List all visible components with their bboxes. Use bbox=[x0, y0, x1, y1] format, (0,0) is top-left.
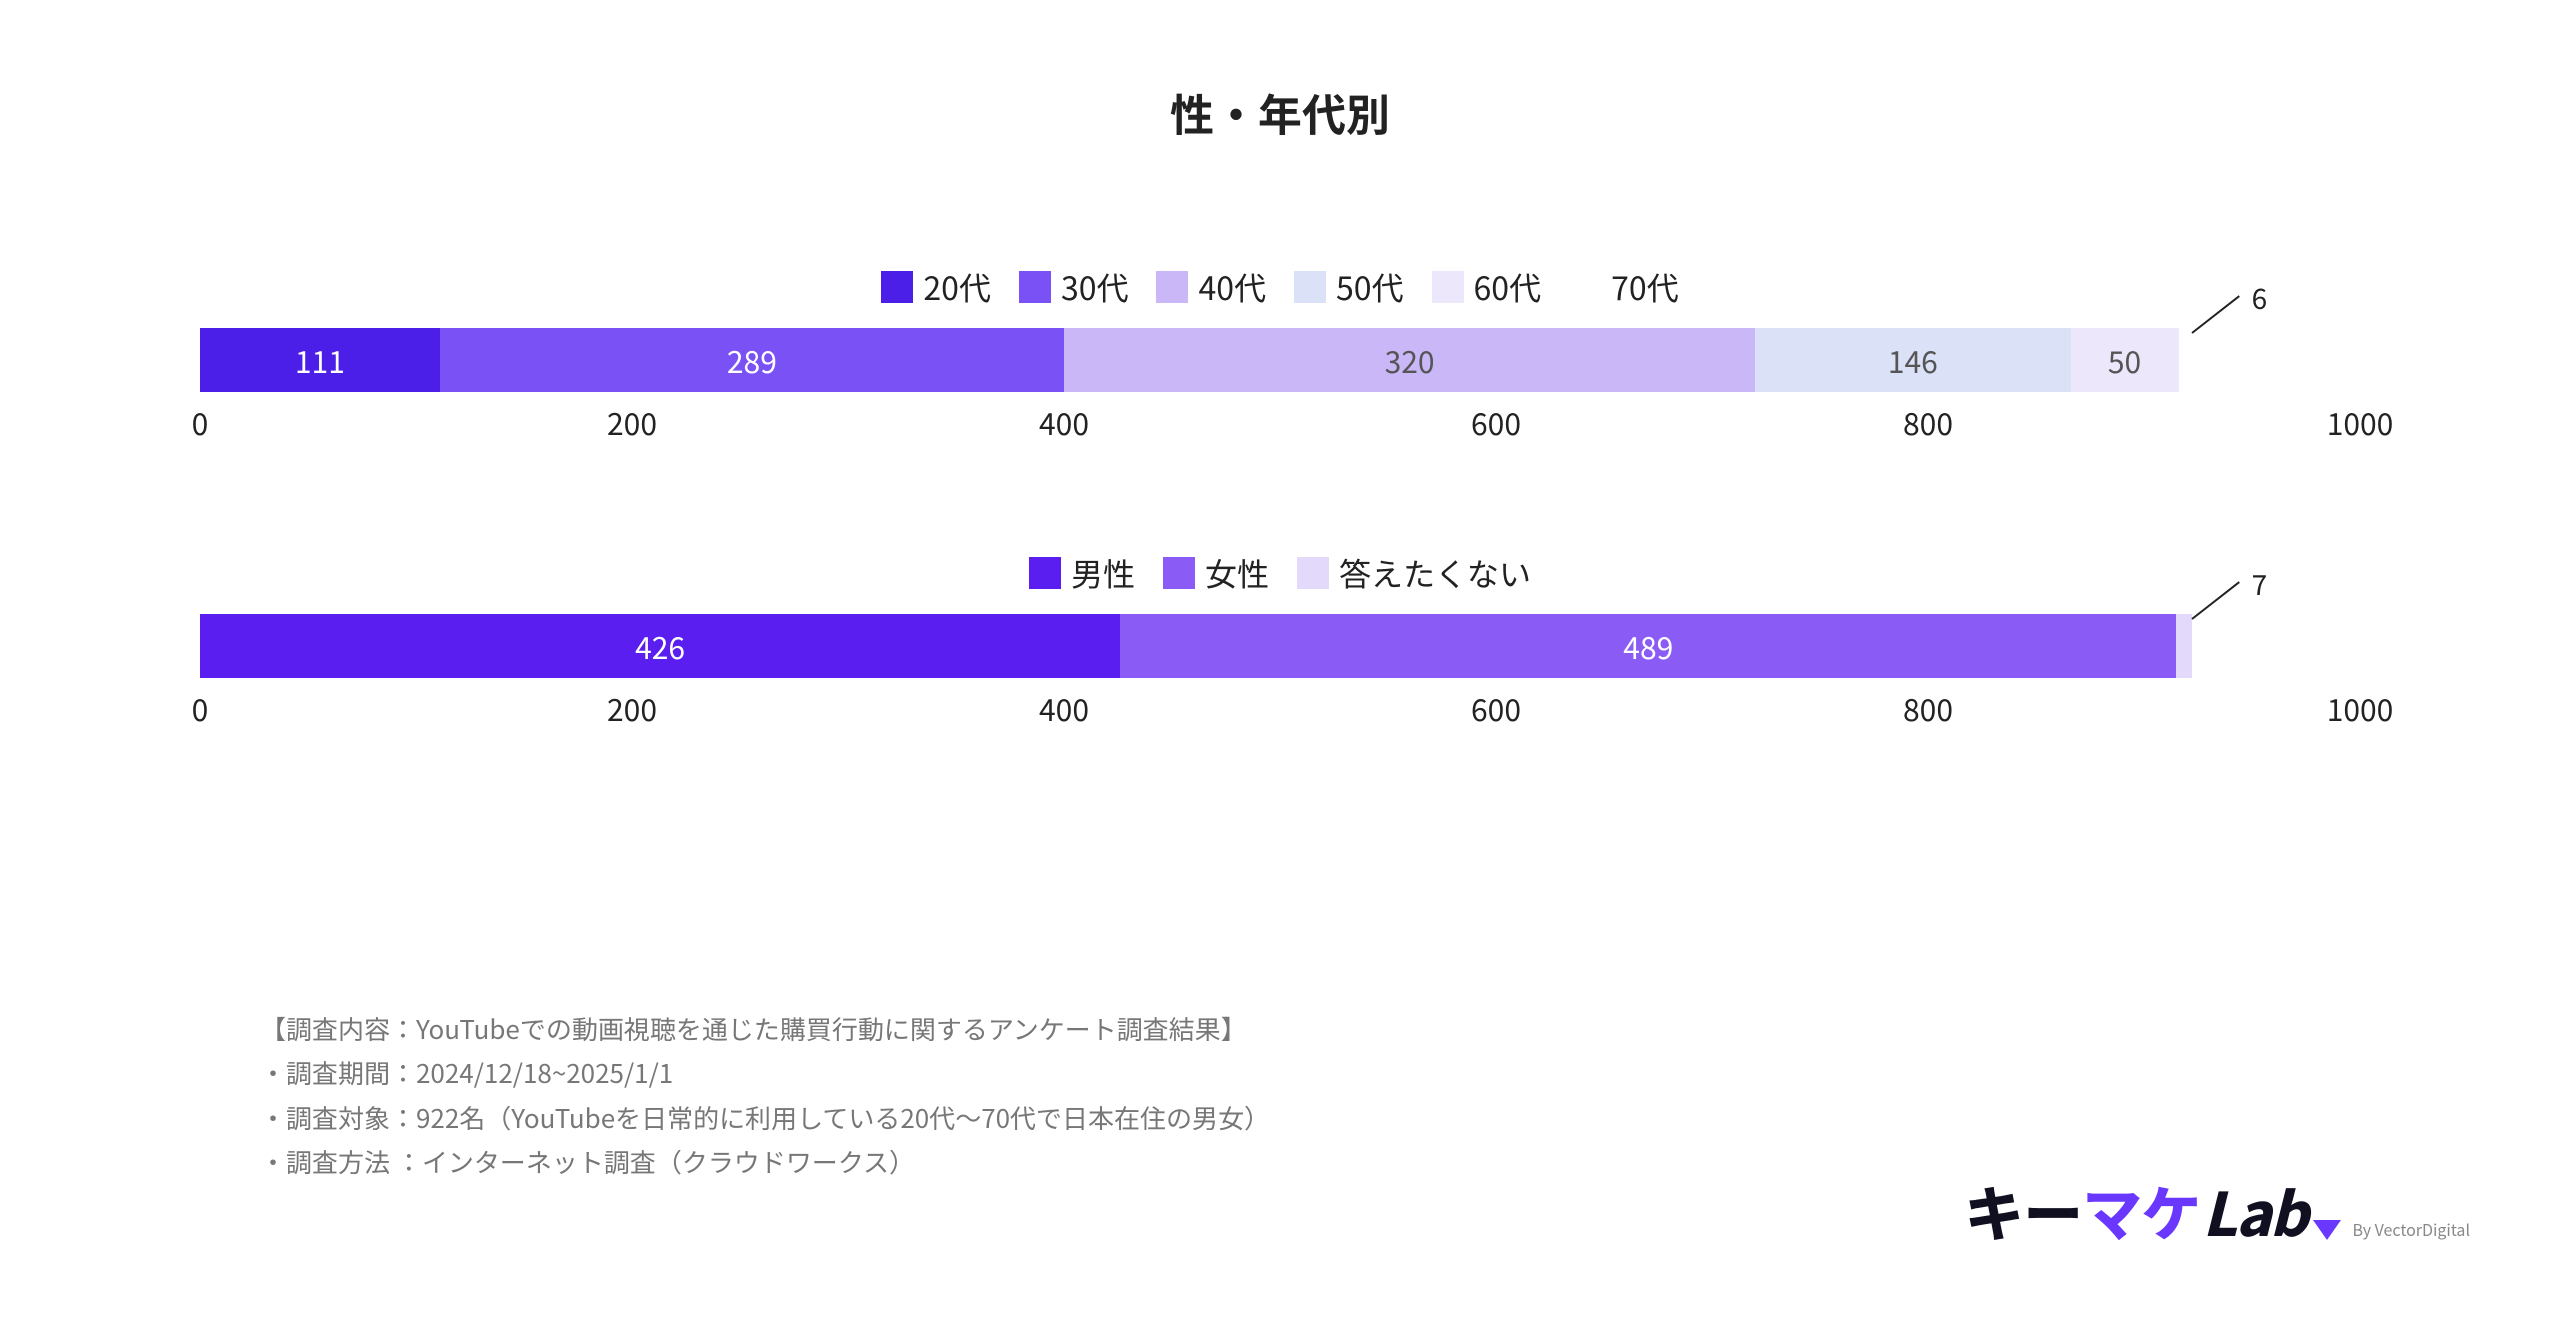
legend-item: 70代 bbox=[1569, 264, 1679, 310]
legend-item: 40代 bbox=[1156, 264, 1266, 310]
legend-swatch bbox=[1432, 271, 1464, 303]
axis-tick-label: 600 bbox=[1471, 400, 1521, 444]
legend-label: 男性 bbox=[1071, 550, 1135, 596]
legend-label: 30代 bbox=[1061, 264, 1129, 310]
legend-label: 女性 bbox=[1205, 550, 1269, 596]
gender-axis: 02004006008001000 bbox=[200, 686, 2360, 736]
age-bar-row: 11128932014650 6 bbox=[200, 328, 2360, 392]
age-legend: 20代 30代 40代 50代 60代 70代 bbox=[200, 264, 2360, 310]
gender-callout-label: 7 bbox=[2252, 564, 2268, 604]
legend-item: 20代 bbox=[881, 264, 991, 310]
legend-label: 答えたくない bbox=[1339, 550, 1531, 596]
axis-tick-label: 800 bbox=[1903, 686, 1953, 730]
bar-segment bbox=[2179, 328, 2192, 392]
legend-item: 女性 bbox=[1163, 550, 1269, 596]
legend-swatch bbox=[1029, 557, 1061, 589]
footer-line-2: ・調査期間：2024/12/18~2025/1/1 bbox=[260, 1051, 1270, 1095]
age-chart: 20代30代40代50代60代70代 11128932014650 6 0200… bbox=[200, 264, 2360, 450]
gender-bar-track: 426489 bbox=[200, 614, 2360, 678]
page-root: 性・年代別 20代 30代 40代 50代 60代 70代 11128932014650 … bbox=[0, 0, 2560, 1344]
legend-swatch bbox=[881, 271, 913, 303]
age-callout-label: 6 bbox=[2252, 278, 2268, 318]
age-axis: 02004006008001000 bbox=[200, 400, 2360, 450]
logo-part3: Lab bbox=[2202, 1167, 2306, 1254]
gender-bar-row: 426489 7 bbox=[200, 614, 2360, 678]
legend-item: 30代 bbox=[1019, 264, 1129, 310]
bar-segment: 111 bbox=[200, 328, 440, 392]
legend-item: 60代 bbox=[1432, 264, 1542, 310]
legend-swatch bbox=[1297, 557, 1329, 589]
axis-tick-label: 1000 bbox=[2327, 400, 2394, 444]
footer-line-3: ・調査対象：922名（YouTubeを日常的に利用している20代〜70代で日本在… bbox=[260, 1096, 1270, 1140]
legend-label: 70代 bbox=[1611, 264, 1679, 310]
bar-segment: 146 bbox=[1755, 328, 2070, 392]
axis-tick-label: 1000 bbox=[2327, 686, 2394, 730]
brand-logo: キー マケ Lab By VectorDigital bbox=[1964, 1167, 2470, 1254]
legend-swatch bbox=[1156, 271, 1188, 303]
legend-swatch bbox=[1019, 271, 1051, 303]
logo-triangle-icon bbox=[2313, 1220, 2341, 1240]
legend-label: 20代 bbox=[923, 264, 991, 310]
footer-line-1: 【調査内容：YouTubeでの動画視聴を通じた購買行動に関するアンケート調査結果… bbox=[260, 1007, 1270, 1051]
axis-tick-label: 400 bbox=[1039, 400, 1089, 444]
bar-segment bbox=[2176, 614, 2191, 678]
bar-segment: 426 bbox=[200, 614, 1120, 678]
legend-item: 答えたくない bbox=[1297, 550, 1531, 596]
bar-segment: 50 bbox=[2071, 328, 2179, 392]
legend-item: 男性 bbox=[1029, 550, 1135, 596]
legend-item: 50代 bbox=[1294, 264, 1404, 310]
footer-line-4: ・調査方法 ：インターネット調査（クラウドワークス） bbox=[260, 1140, 1270, 1184]
logo-part1: キー bbox=[1964, 1167, 2082, 1254]
legend-label: 60代 bbox=[1474, 264, 1542, 310]
bar-segment: 489 bbox=[1120, 614, 2176, 678]
age-bar-track: 11128932014650 bbox=[200, 328, 2360, 392]
legend-label: 40代 bbox=[1198, 264, 1266, 310]
legend-label: 50代 bbox=[1336, 264, 1404, 310]
gender-legend: 男性 女性 答えたくない bbox=[200, 550, 2360, 596]
gender-chart: 男性女性答えたくない 426489 7 02004006008001000 bbox=[200, 550, 2360, 736]
survey-meta: 【調査内容：YouTubeでの動画視聴を通じた購買行動に関するアンケート調査結果… bbox=[260, 1007, 1270, 1184]
axis-tick-label: 0 bbox=[192, 400, 209, 444]
axis-tick-label: 600 bbox=[1471, 686, 1521, 730]
axis-tick-label: 200 bbox=[607, 400, 657, 444]
bar-segment: 289 bbox=[440, 328, 1064, 392]
legend-swatch bbox=[1294, 271, 1326, 303]
bar-segment: 320 bbox=[1064, 328, 1755, 392]
axis-tick-label: 800 bbox=[1903, 400, 1953, 444]
axis-tick-label: 200 bbox=[607, 686, 657, 730]
axis-tick-label: 400 bbox=[1039, 686, 1089, 730]
legend-swatch bbox=[1163, 557, 1195, 589]
logo-byline: By VectorDigital bbox=[2353, 1217, 2470, 1241]
logo-part2: マケ bbox=[2082, 1167, 2200, 1254]
axis-tick-label: 0 bbox=[192, 686, 209, 730]
chart-title: 性・年代別 bbox=[200, 80, 2360, 144]
legend-swatch bbox=[1569, 271, 1601, 303]
